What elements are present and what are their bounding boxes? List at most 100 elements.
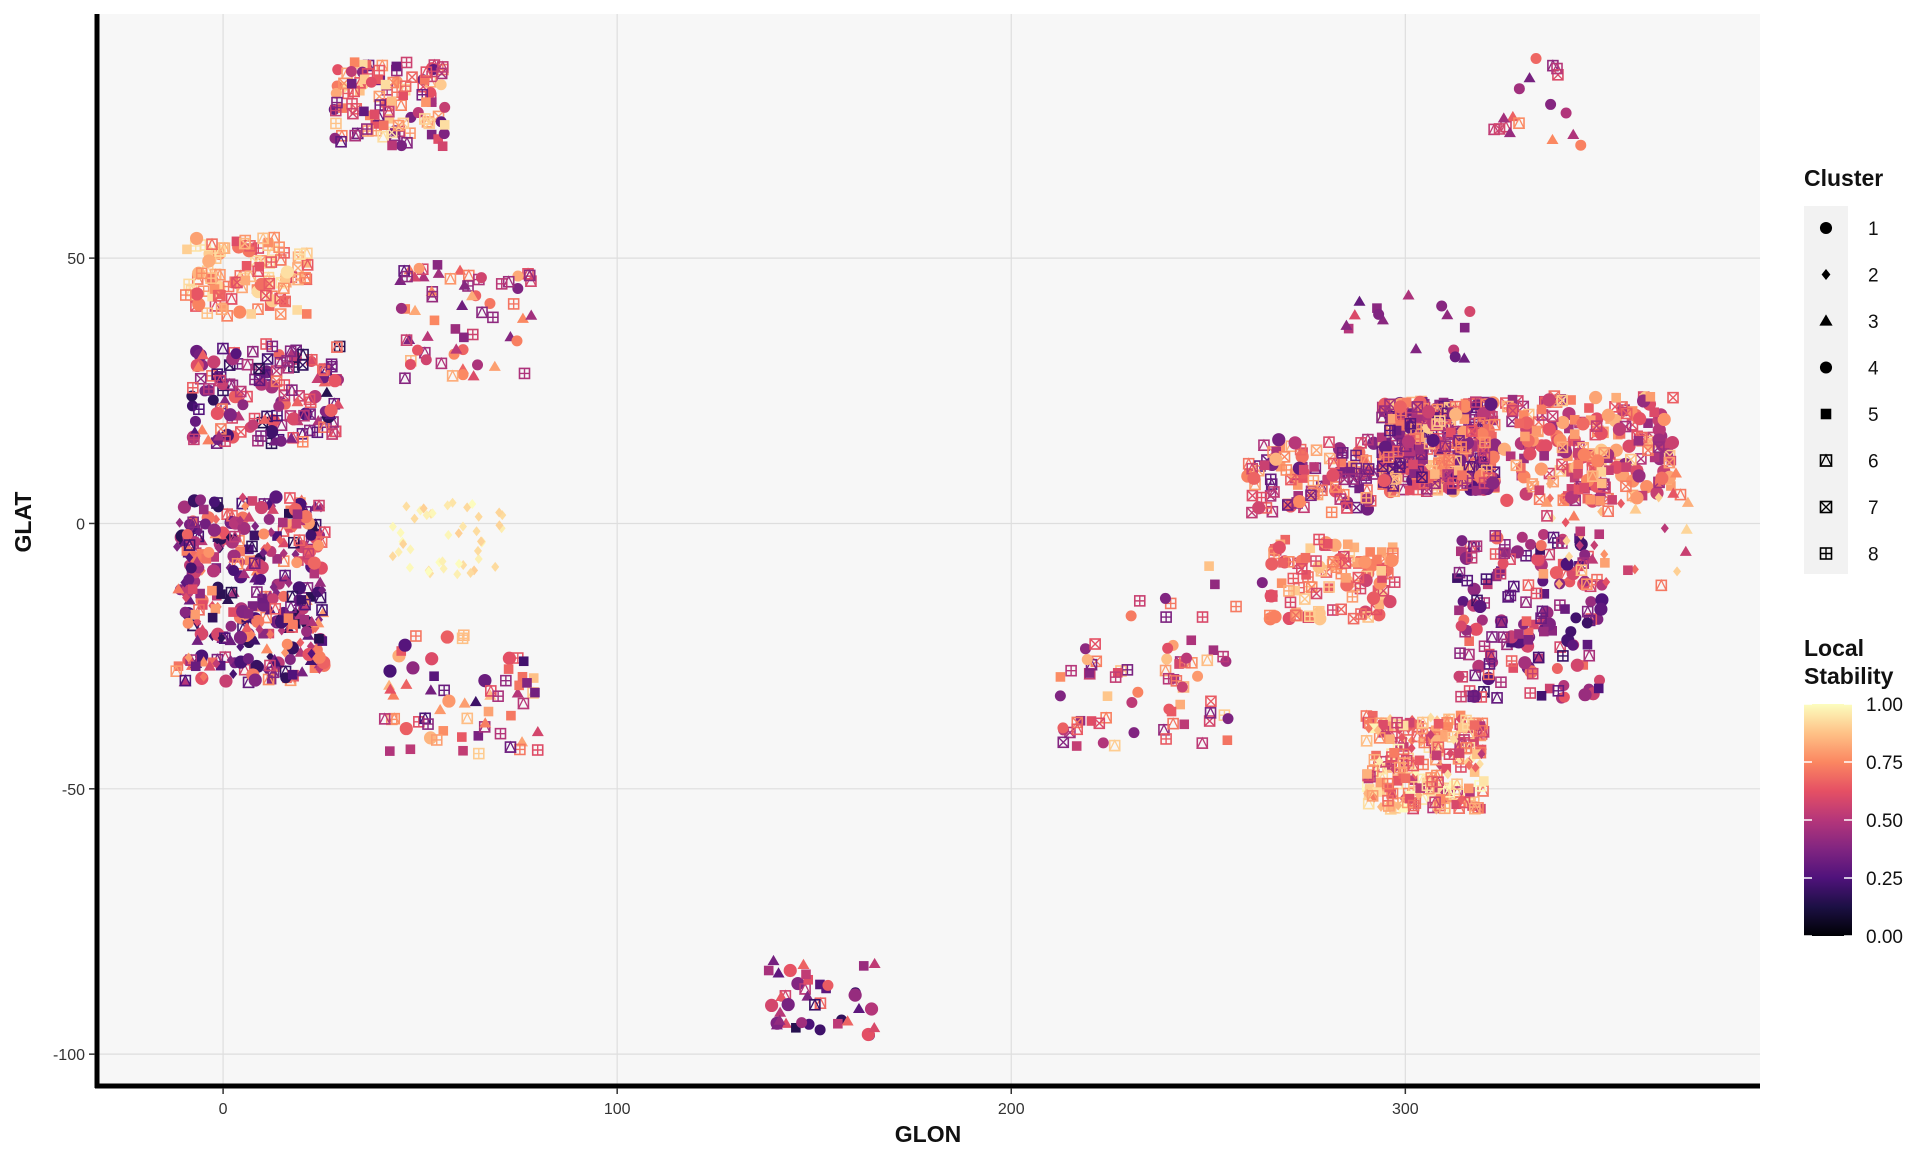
data-point — [226, 621, 237, 632]
data-point — [1354, 484, 1364, 494]
stability-legend: Local Stability 1.000.750.500.250.00 — [1804, 635, 1903, 948]
data-point — [1402, 435, 1415, 448]
data-point — [314, 634, 324, 644]
data-point — [439, 102, 450, 113]
data-point — [1057, 722, 1068, 733]
data-point — [1523, 635, 1533, 645]
data-point — [1192, 671, 1203, 682]
data-point — [233, 306, 246, 319]
data-point — [1454, 605, 1464, 615]
data-point — [1385, 554, 1398, 567]
colorbar-tick-label: 1.00 — [1866, 695, 1903, 716]
cluster-legend-key-5 — [1821, 409, 1832, 420]
data-point — [241, 276, 251, 286]
data-point — [1128, 727, 1139, 738]
data-point — [1585, 495, 1595, 505]
data-point — [1621, 462, 1631, 472]
data-point — [1536, 540, 1547, 551]
cluster-legend-label: 2 — [1868, 266, 1879, 287]
data-point — [1535, 485, 1545, 495]
data-point — [1326, 469, 1339, 482]
data-point — [1430, 469, 1440, 479]
data-point — [228, 565, 239, 576]
data-point — [1634, 436, 1644, 446]
cluster-legend-keys-bg — [1804, 206, 1848, 574]
data-point — [421, 97, 431, 107]
data-point — [439, 128, 450, 139]
data-point — [1394, 400, 1407, 413]
data-point — [1490, 531, 1503, 544]
data-point — [188, 584, 198, 594]
x-axis-title: GLON — [895, 1121, 961, 1147]
cluster-legend-label: 1 — [1868, 219, 1879, 240]
data-point — [1565, 626, 1576, 637]
data-point — [249, 673, 262, 686]
data-point — [281, 265, 294, 278]
data-point — [1537, 691, 1547, 701]
data-point — [190, 232, 203, 245]
data-point — [1602, 409, 1615, 422]
data-point — [1531, 553, 1544, 566]
data-point — [278, 518, 288, 528]
data-point — [264, 514, 275, 525]
data-point — [387, 141, 397, 151]
data-point — [1525, 539, 1536, 550]
data-point — [1561, 557, 1574, 570]
data-point — [1162, 643, 1173, 654]
data-point — [211, 604, 221, 614]
data-point — [366, 77, 377, 88]
data-point — [1464, 784, 1474, 794]
data-point — [1456, 535, 1467, 546]
data-point — [1457, 470, 1467, 480]
data-point — [1537, 405, 1547, 415]
data-point — [1511, 545, 1524, 558]
data-point — [1486, 476, 1499, 489]
data-point — [1160, 593, 1171, 604]
stability-legend-title-line1: Local — [1804, 635, 1864, 661]
data-point — [234, 631, 247, 644]
data-point — [1539, 451, 1549, 461]
data-point — [1523, 447, 1536, 460]
data-point — [1167, 707, 1177, 717]
data-point — [833, 1019, 843, 1029]
data-point — [1535, 462, 1548, 475]
data-point — [859, 961, 869, 971]
cluster-legend-key-1 — [1820, 222, 1832, 234]
data-point — [406, 661, 419, 674]
data-point — [433, 260, 443, 270]
data-point — [379, 120, 389, 130]
data-point — [207, 355, 220, 368]
data-point — [1268, 610, 1281, 623]
data-point — [1531, 53, 1542, 64]
cluster-legend-title: Cluster — [1804, 165, 1883, 191]
data-point — [398, 639, 411, 652]
data-point — [1296, 450, 1309, 463]
data-point — [1570, 429, 1580, 439]
data-point — [1181, 653, 1192, 664]
data-point — [400, 722, 413, 735]
data-point — [796, 1017, 807, 1028]
data-point — [182, 245, 192, 255]
data-point — [1132, 687, 1143, 698]
data-point — [328, 374, 341, 387]
data-point — [1269, 453, 1282, 466]
data-point — [1520, 432, 1530, 442]
data-point — [1126, 697, 1137, 708]
data-point — [1432, 751, 1442, 761]
data-point — [1655, 472, 1668, 485]
data-point — [1247, 472, 1260, 485]
data-point — [1389, 748, 1399, 758]
data-point — [202, 254, 215, 267]
data-point — [1559, 692, 1570, 703]
data-point — [1532, 426, 1542, 436]
cluster-legend-label: 3 — [1868, 312, 1879, 333]
data-point — [1594, 603, 1607, 616]
data-point — [1408, 460, 1418, 470]
colorbar-tick-label: 0.00 — [1866, 927, 1903, 948]
data-point — [1594, 684, 1604, 694]
data-point — [1579, 576, 1590, 587]
data-point — [1514, 629, 1524, 639]
data-point — [1080, 643, 1091, 654]
data-point — [1539, 439, 1552, 452]
